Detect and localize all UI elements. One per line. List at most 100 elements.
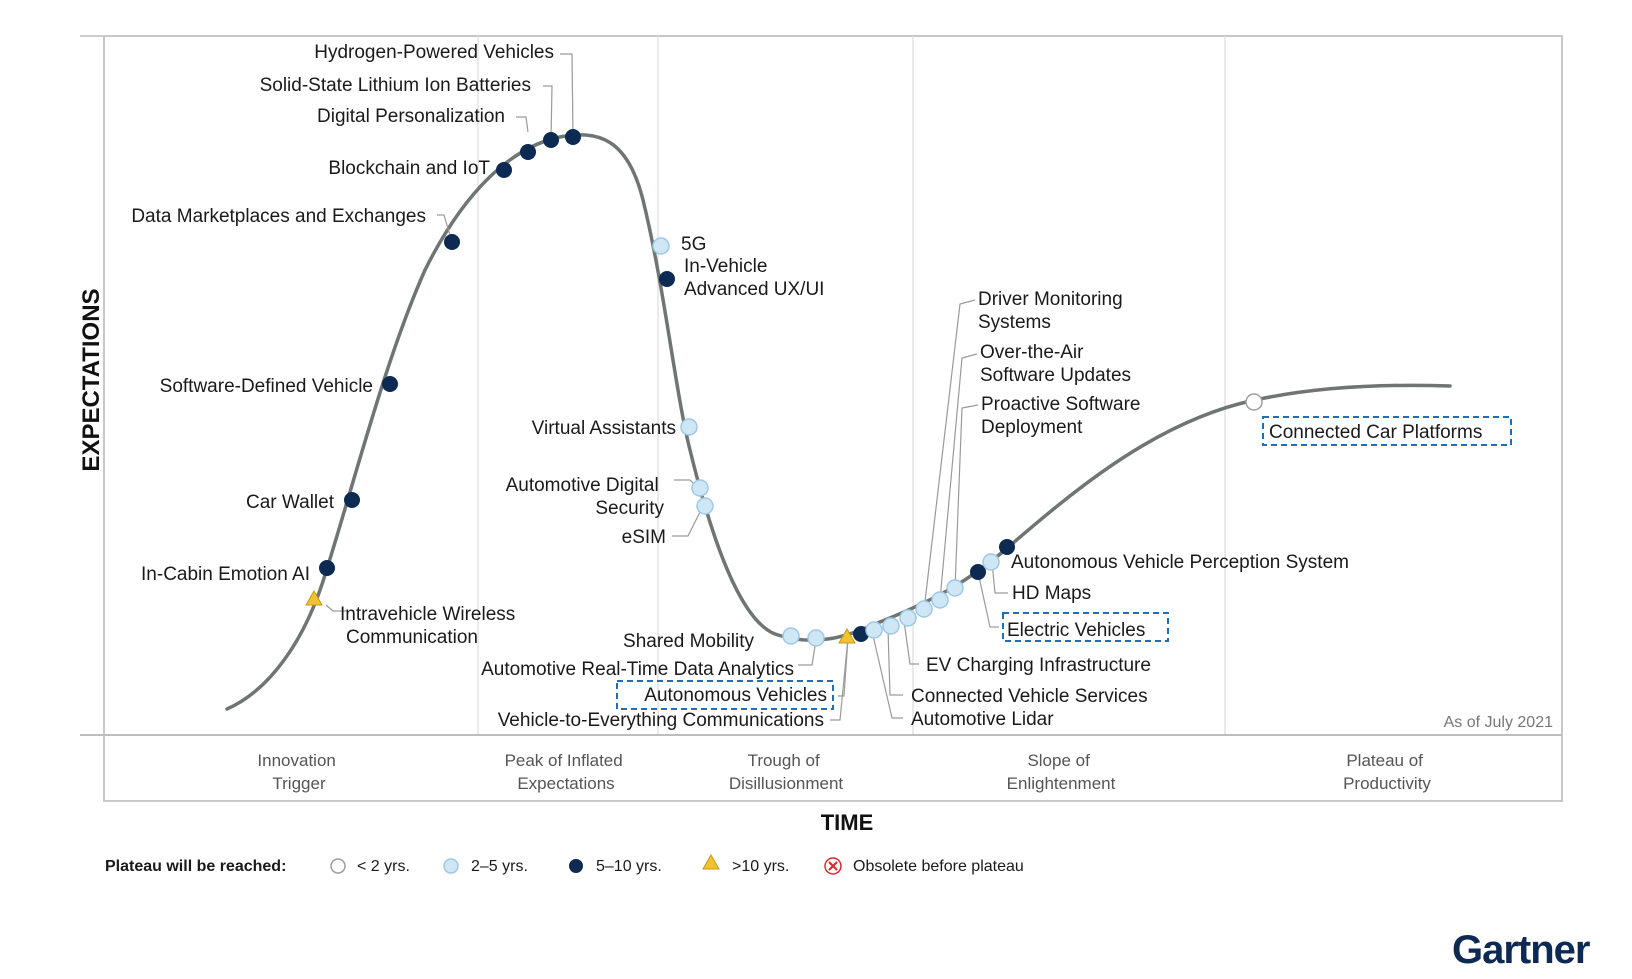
label-data-marketplaces-and-exchanges: Data Marketplaces and Exchanges <box>131 206 426 227</box>
marker-data-marketplaces-and-exchanges <box>444 234 460 250</box>
highlight-box-autonomous-vehicles <box>616 680 834 710</box>
label-in-vehicle-advanced-ux-ui: In-Vehicle Advanced UX/UI <box>684 256 824 300</box>
legend-label: Obsolete before plateau <box>853 858 1024 875</box>
leader-line <box>672 505 704 537</box>
marker-solid-state-lithium-ion-batteries <box>543 132 559 148</box>
label-proactive-software-deployment: Proactive Software Deployment <box>981 394 1146 438</box>
leader-line <box>923 299 976 611</box>
chart-date-note: As of July 2021 <box>1444 714 1554 731</box>
marker-digital-personalization <box>520 144 536 160</box>
marker-car-wallet <box>344 492 360 508</box>
leader-line <box>325 604 348 612</box>
leader-line <box>516 116 529 133</box>
legend-marker-5to10 <box>569 859 583 873</box>
leader-line <box>977 571 999 628</box>
leader-line <box>830 637 849 721</box>
label-hydrogen-powered-vehicles: Hydrogen-Powered Vehicles <box>314 42 554 63</box>
label-vehicle-to-everything-communications: Vehicle-to-Everything Communications <box>498 710 824 731</box>
leader-lines <box>325 53 1008 721</box>
phase-label: Trough of Disillusionment <box>729 751 844 793</box>
marker-software-defined-vehicle <box>382 376 398 392</box>
label-digital-personalization: Digital Personalization <box>317 106 505 127</box>
marker-autonomous-vehicles <box>838 627 856 644</box>
legend-label: < 2 yrs. <box>357 858 410 875</box>
leader-line <box>991 561 1008 594</box>
label-in-cabin-emotion-ai: In-Cabin Emotion AI <box>141 564 310 585</box>
label-hd-maps: HD Maps <box>1012 583 1091 604</box>
legend-marker-obsolete-icon <box>824 857 842 875</box>
legend-label: 5–10 yrs. <box>596 858 662 875</box>
marker-hd-maps <box>982 553 1000 571</box>
label-software-defined-vehicle: Software-Defined Vehicle <box>160 376 373 397</box>
legend-marker-2to5 <box>443 858 459 874</box>
technology-labels: In-Cabin Emotion AI Intravehicle Wireles… <box>131 42 1512 731</box>
legend-marker-lt2 <box>330 858 346 874</box>
legend-title: Plateau will be reached: <box>105 858 286 875</box>
leader-line <box>939 353 978 601</box>
label-virtual-assistants: Virtual Assistants <box>532 418 676 439</box>
label-automotive-digital-security: Automotive Digital Security <box>506 475 665 519</box>
marker-over-the-air-software-updates <box>931 591 949 609</box>
label-esim: eSIM <box>622 527 666 548</box>
marker-connected-car-platforms <box>1245 393 1263 411</box>
label-ev-charging-infrastructure: EV Charging Infrastructure <box>926 655 1151 676</box>
phase-label: Plateau of Productivity <box>1343 751 1431 793</box>
marker-connected-vehicle-services <box>882 617 900 635</box>
highlight-box-connected-car-platforms <box>1262 416 1512 446</box>
marker-5g <box>652 237 670 255</box>
marker-automotive-lidar <box>865 621 883 639</box>
marker-automotive-digital-security <box>691 479 709 497</box>
hype-curve <box>225 133 1452 711</box>
label-autonomous-vehicle-perception-system: Autonomous Vehicle Perception System <box>1011 552 1349 573</box>
highlight-box-electric-vehicles <box>1002 612 1169 642</box>
marker-driver-monitoring-systems <box>915 600 933 618</box>
leader-line <box>798 639 817 666</box>
label-driver-monitoring-systems: Driver Monitoring Systems <box>978 289 1128 333</box>
label-5g: 5G <box>681 234 706 255</box>
leader-line <box>437 214 453 243</box>
legend: Plateau will be reached: < 2 yrs. 2–5 yr… <box>105 853 1024 875</box>
technology-markers <box>305 129 1263 647</box>
marker-autonomous-vehicle-perception-system <box>999 539 1015 555</box>
marker-esim <box>696 497 714 515</box>
phase-labels: Innovation Trigger Peak of Inflated Expe… <box>257 751 1431 793</box>
leader-line <box>954 404 979 589</box>
marker-intravehicle-wireless-communication <box>305 589 323 606</box>
leader-line <box>903 620 919 665</box>
marker-in-cabin-emotion-ai <box>319 560 335 576</box>
marker-blockchain-and-iot <box>496 162 512 178</box>
marker-hydrogen-powered-vehicles <box>565 129 581 145</box>
label-car-wallet: Car Wallet <box>246 492 335 513</box>
phase-label: Slope of Enlightenment <box>1007 751 1116 793</box>
phase-label: Peak of Inflated Expectations <box>505 751 628 793</box>
marker-shared-mobility <box>782 627 800 645</box>
label-electric-vehicles: Electric Vehicles <box>1007 620 1145 641</box>
x-axis-title: TIME <box>821 810 874 835</box>
marker-electric-vehicles <box>970 564 986 580</box>
legend-label: >10 yrs. <box>732 858 789 875</box>
marker-vehicle-to-everything-communications <box>853 626 869 642</box>
gartner-logo: Gartner <box>1452 928 1590 972</box>
marker-ev-charging-infrastructure <box>899 609 917 627</box>
label-automotive-real-time-data-analytics: Automotive Real-Time Data Analytics <box>481 659 794 680</box>
legend-marker-gt10 <box>702 853 720 870</box>
marker-proactive-software-deployment <box>946 579 964 597</box>
leader-line <box>887 628 903 696</box>
label-autonomous-vehicles: Autonomous Vehicles <box>644 685 827 706</box>
marker-in-vehicle-advanced-ux-ui <box>659 271 675 287</box>
label-blockchain-and-iot: Blockchain and IoT <box>328 158 490 179</box>
plot-frame <box>103 35 1563 802</box>
label-intravehicle-wireless-communication: Intravehicle Wireless Communication <box>340 604 521 648</box>
label-solid-state-lithium-ion-batteries: Solid-State Lithium Ion Batteries <box>260 75 531 96</box>
leader-line <box>560 53 574 138</box>
marker-automotive-real-time-data-analytics <box>807 629 825 647</box>
phase-label: Innovation Trigger <box>257 751 340 793</box>
leader-line <box>543 85 553 141</box>
label-over-the-air-software-updates: Over-the-Air Software Updates <box>980 342 1131 386</box>
label-shared-mobility: Shared Mobility <box>623 631 754 652</box>
legend-label: 2–5 yrs. <box>471 858 528 875</box>
marker-virtual-assistants <box>680 418 698 436</box>
label-automotive-lidar: Automotive Lidar <box>911 709 1054 730</box>
label-connected-vehicle-services: Connected Vehicle Services <box>911 686 1148 707</box>
